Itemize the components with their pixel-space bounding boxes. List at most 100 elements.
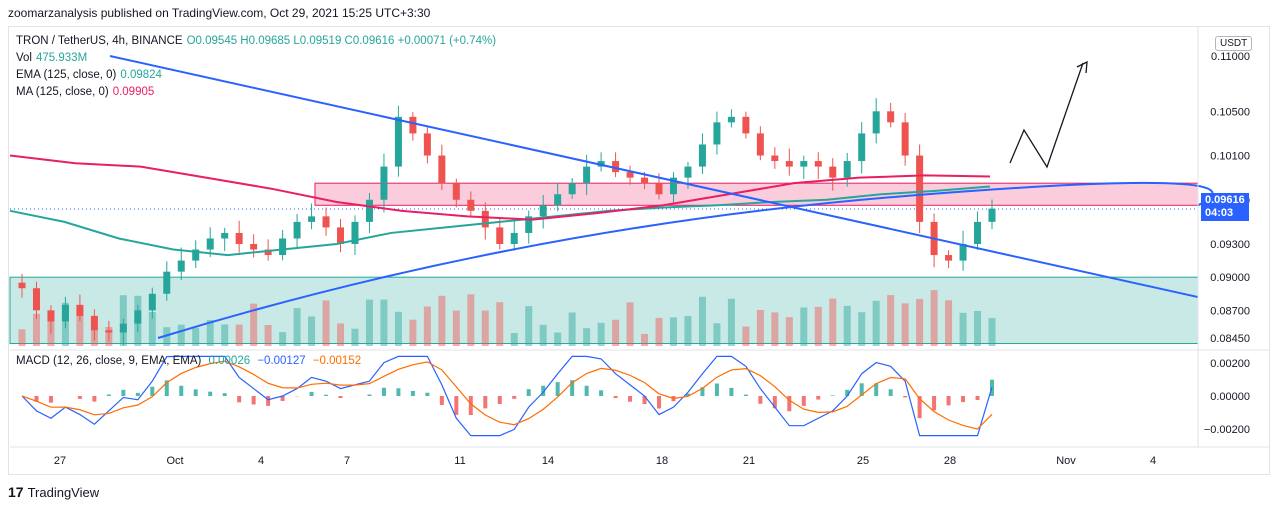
macd-line-value: −0.00127 xyxy=(257,355,306,367)
volume-bar xyxy=(452,310,460,346)
volume-bar xyxy=(916,298,924,346)
macd-histogram-bar xyxy=(714,383,719,396)
macd-histogram-bar xyxy=(237,396,242,403)
volume-bar xyxy=(510,333,518,346)
volume-bar xyxy=(76,314,84,346)
price-tick-label: 0.08700 xyxy=(1210,305,1250,317)
volume-bar xyxy=(177,324,185,346)
ma-label: MA (125, close, 0) xyxy=(16,86,109,98)
macd-histogram-bar xyxy=(729,387,734,396)
volume-bar xyxy=(901,303,909,346)
macd-histogram-bar xyxy=(468,396,473,416)
volume-bar xyxy=(959,312,967,346)
volume-bar xyxy=(163,327,171,346)
candle-body xyxy=(785,161,793,167)
macd-histogram-bar xyxy=(700,387,705,396)
macd-histogram-bar xyxy=(48,396,53,403)
volume-bar xyxy=(727,298,735,346)
volume-bar xyxy=(843,305,851,346)
macd-histogram-bar xyxy=(309,391,314,396)
volume-bar xyxy=(930,290,938,346)
chart-frame[interactable] xyxy=(8,26,1270,475)
macd-histogram-bar xyxy=(975,396,980,400)
macd-tick-label: −0.00200 xyxy=(1204,424,1250,436)
volume-bar xyxy=(655,317,663,346)
bar-countdown: 04:03 xyxy=(1205,207,1234,219)
volume-bar xyxy=(380,299,388,346)
volume-bar xyxy=(423,306,431,346)
macd-histogram-bar xyxy=(381,387,386,396)
volume-bar xyxy=(698,296,706,346)
macd-histogram-bar xyxy=(961,396,966,403)
trendline-descending xyxy=(109,55,1199,299)
candle-body xyxy=(119,323,127,333)
currency-unit-badge[interactable]: USDT xyxy=(1215,36,1253,51)
macd-histogram-bar xyxy=(483,396,488,409)
macd-histogram-bar xyxy=(932,396,937,411)
candle-body xyxy=(539,205,547,217)
candle-body xyxy=(887,111,895,123)
macd-histogram-bar xyxy=(324,394,329,396)
volume-bar xyxy=(467,294,475,346)
candle-body xyxy=(496,227,504,244)
candle-body xyxy=(945,255,953,261)
macd-histogram-bar xyxy=(208,391,213,396)
candle-body xyxy=(901,122,909,156)
macd-histogram-bar xyxy=(787,396,792,412)
projection-arrowhead-icon xyxy=(1076,60,1088,74)
trendline-ascending xyxy=(157,181,1214,339)
candle-body xyxy=(641,177,649,184)
macd-histogram-bar xyxy=(946,396,951,406)
volume-bar xyxy=(496,302,504,346)
macd-histogram-bar xyxy=(106,394,111,396)
volume-bar xyxy=(800,307,808,346)
time-tick-label: Oct xyxy=(166,455,183,467)
candle-body xyxy=(756,133,764,156)
price-tick-label: 0.09300 xyxy=(1210,239,1250,251)
macd-histogram-bar xyxy=(439,396,444,405)
time-tick-label: 14 xyxy=(542,455,554,467)
volume-bar xyxy=(293,308,301,346)
tradingview-brand: TradingView xyxy=(27,484,100,500)
ema-125-line xyxy=(9,185,991,257)
price-tick-label: 0.11000 xyxy=(1211,51,1250,63)
macd-histogram-bar xyxy=(541,385,546,396)
macd-label: MACD (12, 26, close, 9, EMA, EMA) xyxy=(16,355,202,367)
volume-bar xyxy=(829,298,837,346)
candle-body xyxy=(264,249,272,256)
ema-label: EMA (125, close, 0) xyxy=(16,69,117,81)
volume-bar xyxy=(669,317,677,346)
time-tick-label: 27 xyxy=(54,455,66,467)
volume-bar xyxy=(539,324,547,346)
volume-bar xyxy=(18,329,26,346)
macd-histogram-bar xyxy=(34,396,39,402)
candle-body xyxy=(18,282,26,289)
volume-bar xyxy=(264,325,272,346)
candle-body xyxy=(192,249,200,261)
price-tick-label: 0.10500 xyxy=(1210,106,1250,118)
time-tick-label: 4 xyxy=(258,455,264,467)
volume-bar xyxy=(322,300,330,346)
time-tick-label: 21 xyxy=(743,455,755,467)
tradingview-footer[interactable]: 17 TradingView xyxy=(8,484,99,500)
volume-bar xyxy=(250,303,258,346)
candle-body xyxy=(322,216,330,228)
volume-bar xyxy=(235,324,243,346)
macd-histogram-bar xyxy=(772,396,777,409)
macd-histogram-bar xyxy=(396,388,401,396)
candle-body xyxy=(351,221,359,244)
volume-bar xyxy=(597,322,605,346)
candle-body xyxy=(206,238,214,250)
macd-histogram-bar xyxy=(222,393,227,396)
publisher-header: zoomarzanalysis published on TradingView… xyxy=(8,6,431,20)
macd-tick-label: 0.00000 xyxy=(1210,391,1250,403)
candle-body xyxy=(134,310,142,324)
candle-body xyxy=(988,208,996,222)
main-legend: TRON / TetherUS, 4h, BINANCE O0.09545 H0.… xyxy=(16,33,500,101)
candle-body xyxy=(365,199,373,222)
macd-histogram-bar xyxy=(599,390,604,396)
candle-body xyxy=(829,166,837,178)
candle-body xyxy=(916,155,924,222)
volume-bar xyxy=(221,324,229,346)
